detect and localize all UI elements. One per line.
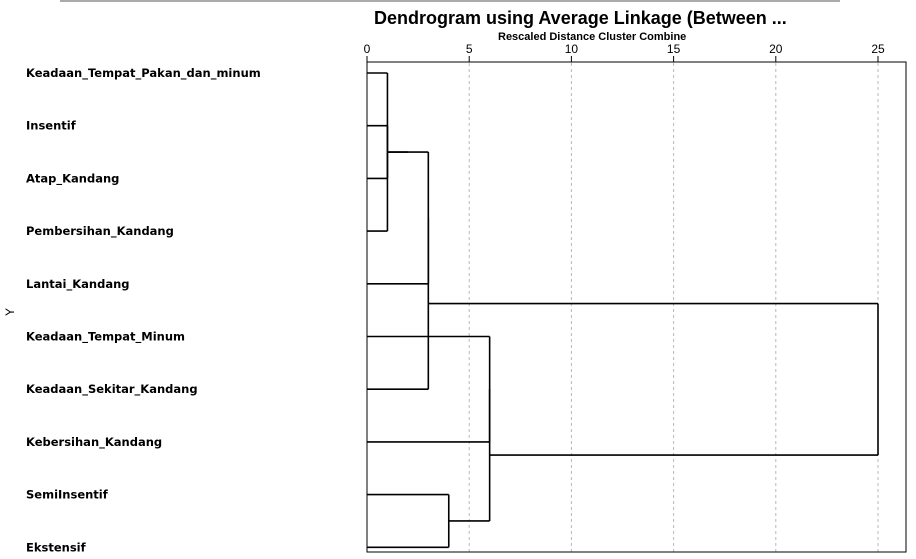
x-tick-label: 5 [466, 42, 473, 56]
x-tick-label: 10 [565, 42, 579, 56]
x-tick-label: 20 [769, 42, 783, 56]
leaf-label: Keadaan_Tempat_Minum [26, 330, 185, 345]
plot-frame [366, 61, 907, 553]
leaf-label: SemiInsentif [26, 488, 109, 502]
x-axis-ticks: 0 5 10 15 20 25 [364, 42, 885, 62]
x-tick-label: 15 [667, 42, 681, 56]
leaf-labels: Keadaan_Tempat_Pakan_dan_minum Insentif At… [26, 66, 261, 554]
leaf-label: Lantai_Kandang [26, 277, 130, 292]
leaf-label: Pembersihan_Kandang [26, 224, 174, 239]
leaf-label: Keadaan_Tempat_Pakan_dan_minum [26, 66, 261, 81]
dendrogram-branches [367, 72, 879, 549]
leaf-label: Insentif [26, 119, 77, 133]
grid-layer [468, 63, 879, 552]
leaf-label: Atap_Kandang [26, 171, 119, 186]
chart-title: Dendrogram using Average Linkage (Betwee… [374, 8, 787, 28]
leaf-label: Kebersihan_Kandang [26, 435, 162, 450]
leaf-label: Keadaan_Sekitar_Kandang [26, 382, 198, 397]
y-axis-label: Y [3, 308, 17, 316]
x-tick-label: 25 [871, 42, 885, 56]
leaf-label: Ekstensif [26, 540, 87, 554]
x-tick-label: 0 [364, 42, 371, 56]
chart-subtitle: Rescaled Distance Cluster Combine [498, 31, 686, 43]
